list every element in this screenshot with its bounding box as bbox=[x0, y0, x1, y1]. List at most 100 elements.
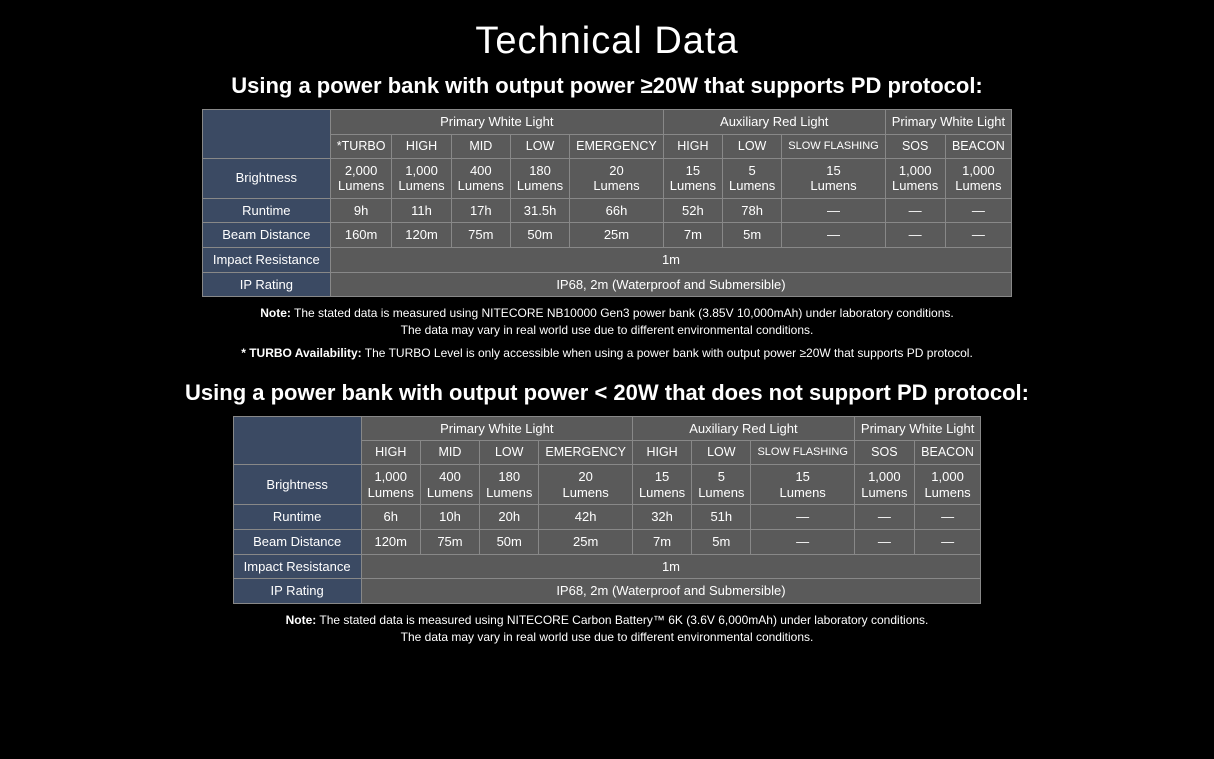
table-row: Beam Distance 120m 75m 50m 25m 7m 5m — —… bbox=[233, 529, 981, 554]
group-header: Auxiliary Red Light bbox=[663, 110, 885, 135]
data-cell: 78h bbox=[723, 198, 782, 223]
data-cell: IP68, 2m (Waterproof and Submersible) bbox=[330, 272, 1011, 297]
note-bold: Note: bbox=[286, 613, 317, 627]
data-cell: 20Lumens bbox=[539, 465, 633, 505]
data-cell: 31.5h bbox=[510, 198, 569, 223]
data-cell: IP68, 2m (Waterproof and Submersible) bbox=[361, 579, 981, 604]
mode-header: BEACON bbox=[914, 441, 981, 465]
data-cell: 6h bbox=[361, 505, 420, 530]
data-cell: — bbox=[751, 505, 854, 530]
mode-header: HIGH bbox=[663, 134, 722, 158]
row-label: Impact Resistance bbox=[233, 554, 361, 579]
corner-cell bbox=[233, 416, 361, 465]
note-text: The data may vary in real world use due … bbox=[401, 323, 814, 337]
table-row: IP Rating IP68, 2m (Waterproof and Subme… bbox=[233, 579, 981, 604]
note-text: The data may vary in real world use due … bbox=[401, 630, 814, 644]
table-row: Brightness 1,000Lumens 400Lumens 180Lume… bbox=[233, 465, 981, 505]
spec-table-b: Primary White Light Auxiliary Red Light … bbox=[233, 416, 982, 604]
data-cell: 25m bbox=[539, 529, 633, 554]
data-cell: 1,000Lumens bbox=[914, 465, 981, 505]
table-row: Runtime 9h 11h 17h 31.5h 66h 52h 78h — —… bbox=[202, 198, 1011, 223]
data-cell: 42h bbox=[539, 505, 633, 530]
data-cell: 400Lumens bbox=[420, 465, 479, 505]
data-cell: 15Lumens bbox=[663, 158, 722, 198]
row-label: Beam Distance bbox=[202, 223, 330, 248]
data-cell: 1m bbox=[330, 247, 1011, 272]
data-cell: 180Lumens bbox=[510, 158, 569, 198]
data-cell: 15Lumens bbox=[751, 465, 854, 505]
note-text: The TURBO Level is only accessible when … bbox=[362, 346, 973, 360]
data-cell: 5m bbox=[692, 529, 751, 554]
data-cell: — bbox=[782, 198, 885, 223]
data-cell: 50m bbox=[510, 223, 569, 248]
group-header: Auxiliary Red Light bbox=[632, 416, 854, 441]
data-cell: — bbox=[914, 505, 981, 530]
row-label: Impact Resistance bbox=[202, 247, 330, 272]
data-cell: — bbox=[782, 223, 885, 248]
mode-header: *TURBO bbox=[330, 134, 392, 158]
mode-header: HIGH bbox=[361, 441, 420, 465]
data-cell: — bbox=[854, 505, 914, 530]
data-cell: 1,000Lumens bbox=[361, 465, 420, 505]
mode-header: HIGH bbox=[392, 134, 451, 158]
data-cell: 25m bbox=[570, 223, 664, 248]
data-cell: 160m bbox=[330, 223, 392, 248]
data-cell: 20Lumens bbox=[570, 158, 664, 198]
table-row: Runtime 6h 10h 20h 42h 32h 51h — — — bbox=[233, 505, 981, 530]
data-cell: 1m bbox=[361, 554, 981, 579]
data-cell: 5Lumens bbox=[723, 158, 782, 198]
mode-header: LOW bbox=[692, 441, 751, 465]
table-row: Impact Resistance 1m bbox=[202, 247, 1011, 272]
data-cell: — bbox=[854, 529, 914, 554]
corner-cell bbox=[202, 110, 330, 159]
note-text: The stated data is measured using NITECO… bbox=[316, 613, 928, 627]
note-text: The stated data is measured using NITECO… bbox=[291, 306, 954, 320]
row-label: IP Rating bbox=[202, 272, 330, 297]
data-cell: 1,000Lumens bbox=[392, 158, 451, 198]
mode-header: EMERGENCY bbox=[539, 441, 633, 465]
table-row: Primary White Light Auxiliary Red Light … bbox=[202, 110, 1011, 135]
data-cell: 1,000Lumens bbox=[945, 158, 1012, 198]
mode-header: BEACON bbox=[945, 134, 1012, 158]
page-title: Technical Data bbox=[0, 20, 1214, 63]
data-cell: 7m bbox=[632, 529, 691, 554]
mode-header: SLOW FLASHING bbox=[782, 134, 885, 158]
data-cell: 400Lumens bbox=[451, 158, 510, 198]
data-cell: — bbox=[945, 223, 1012, 248]
data-cell: 15Lumens bbox=[782, 158, 885, 198]
data-cell: 7m bbox=[663, 223, 722, 248]
data-cell: 1,000Lumens bbox=[854, 465, 914, 505]
data-cell: 20h bbox=[480, 505, 539, 530]
data-cell: 10h bbox=[420, 505, 479, 530]
data-cell: 15Lumens bbox=[632, 465, 691, 505]
row-label: Runtime bbox=[202, 198, 330, 223]
data-cell: 180Lumens bbox=[480, 465, 539, 505]
mode-header: MID bbox=[420, 441, 479, 465]
group-header: Primary White Light bbox=[885, 110, 1011, 135]
table-row: Beam Distance 160m 120m 75m 50m 25m 7m 5… bbox=[202, 223, 1011, 248]
data-cell: 51h bbox=[692, 505, 751, 530]
group-header: Primary White Light bbox=[361, 416, 632, 441]
data-cell: — bbox=[885, 223, 945, 248]
note-bold: Note: bbox=[260, 306, 291, 320]
data-cell: 5Lumens bbox=[692, 465, 751, 505]
spec-table-a: Primary White Light Auxiliary Red Light … bbox=[202, 109, 1012, 297]
row-label: Brightness bbox=[233, 465, 361, 505]
mode-header: SOS bbox=[854, 441, 914, 465]
row-label: Brightness bbox=[202, 158, 330, 198]
data-cell: 120m bbox=[392, 223, 451, 248]
notes-a: Note: The stated data is measured using … bbox=[0, 305, 1214, 361]
data-cell: 75m bbox=[420, 529, 479, 554]
data-cell: — bbox=[945, 198, 1012, 223]
data-cell: 9h bbox=[330, 198, 392, 223]
data-cell: 75m bbox=[451, 223, 510, 248]
table-row: Impact Resistance 1m bbox=[233, 554, 981, 579]
data-cell: — bbox=[885, 198, 945, 223]
table-a-subtitle: Using a power bank with output power ≥20… bbox=[0, 73, 1214, 99]
mode-header: SLOW FLASHING bbox=[751, 441, 854, 465]
table-row: Primary White Light Auxiliary Red Light … bbox=[233, 416, 981, 441]
mode-header: EMERGENCY bbox=[570, 134, 664, 158]
data-cell: 50m bbox=[480, 529, 539, 554]
data-cell: 1,000Lumens bbox=[885, 158, 945, 198]
data-cell: 2,000Lumens bbox=[330, 158, 392, 198]
